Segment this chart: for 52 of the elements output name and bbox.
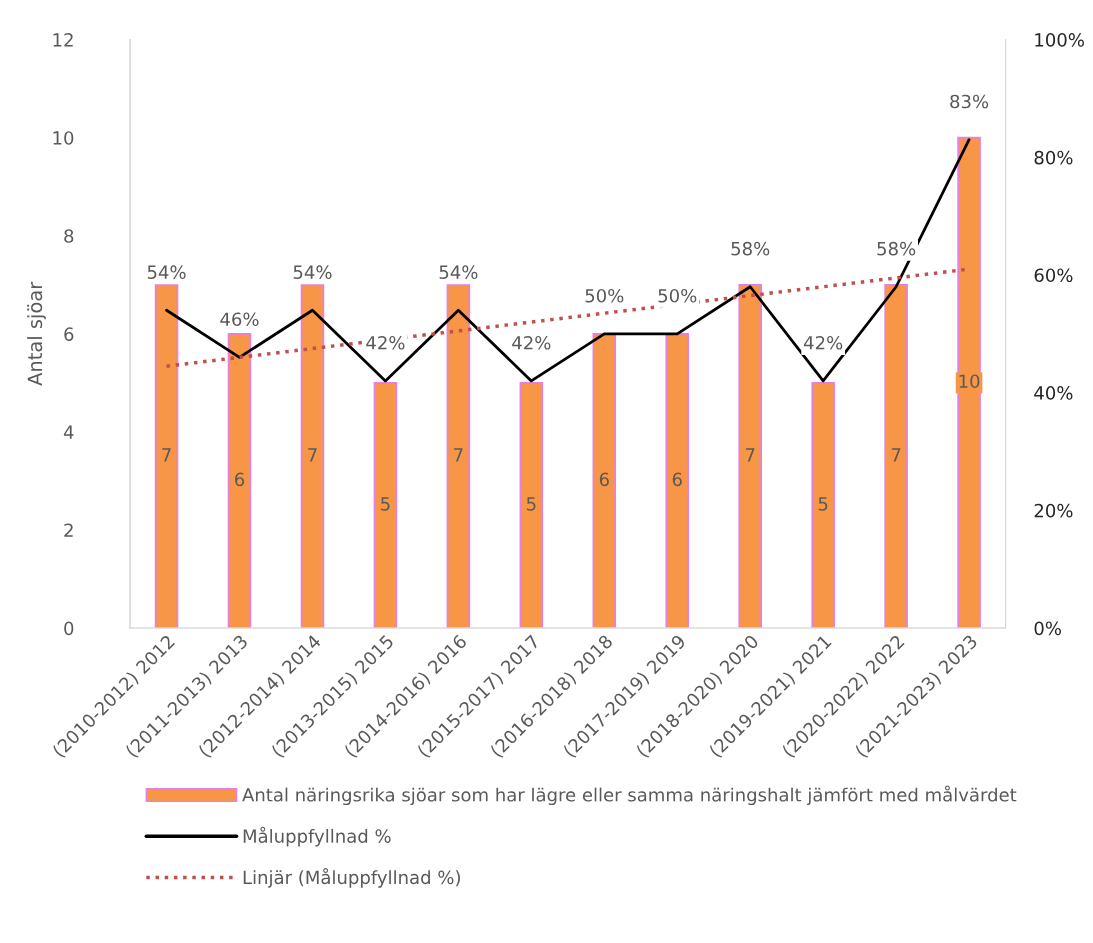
bar xyxy=(592,332,617,629)
data-label: 50% xyxy=(585,288,624,303)
bar xyxy=(884,283,908,629)
y-tick-label: 2 xyxy=(64,523,73,537)
bar xyxy=(519,382,544,629)
legend-label: Antal näringsrika sjöar som har lägre eller samma näringshalt jämfört med målvärdet xyxy=(242,785,1017,806)
data-label: 42% xyxy=(803,335,843,350)
y-tick-label: 6 xyxy=(64,327,74,341)
bar xyxy=(957,136,981,629)
data-label: 5 xyxy=(526,497,536,511)
bar xyxy=(811,382,835,629)
bar xyxy=(373,382,398,629)
data-label: 42% xyxy=(366,335,405,350)
data-label: 58% xyxy=(877,241,916,256)
data-label: 7 xyxy=(162,448,171,462)
data-label: 7 xyxy=(891,448,901,462)
y-tick-label: 0 xyxy=(64,621,74,636)
y-axis-title: Antal sjöar xyxy=(27,281,46,386)
data-label: 6 xyxy=(235,472,245,487)
data-label: 5 xyxy=(818,497,828,511)
bar xyxy=(738,283,762,629)
y-tick-label: 8 xyxy=(64,229,74,243)
data-label: 54% xyxy=(293,265,332,280)
legend-label: Linjär (Måluppfyllnad %) xyxy=(243,868,460,888)
data-label: 6 xyxy=(599,472,609,487)
y2-tick-label: 20% xyxy=(1034,503,1073,518)
y2-tick-label: 0% xyxy=(1034,621,1061,636)
data-label: 58% xyxy=(731,241,770,256)
data-label: 46% xyxy=(220,312,259,327)
bar xyxy=(665,332,690,629)
data-label: 42% xyxy=(512,335,551,350)
data-label: 7 xyxy=(454,448,463,462)
y-tick-label: 12 xyxy=(53,33,73,47)
bar xyxy=(446,283,471,629)
y-tick-label: 4 xyxy=(63,425,74,439)
y-tick-label: 10 xyxy=(53,131,74,145)
data-label: 6 xyxy=(672,472,682,487)
data-label: 5 xyxy=(381,497,390,511)
y2-tick-label: 40% xyxy=(1034,386,1073,400)
y2-tick-label: 60% xyxy=(1034,268,1073,283)
y2-tick-label: 100% xyxy=(1035,33,1084,47)
data-label: 50% xyxy=(658,288,697,303)
data-label: 54% xyxy=(147,265,186,280)
data-label: 83% xyxy=(950,94,989,109)
data-label: 7 xyxy=(308,448,317,462)
data-label: 10 xyxy=(959,374,980,389)
legend-label: Måluppfyllnad % xyxy=(243,826,391,847)
bar xyxy=(300,283,325,629)
bar xyxy=(154,283,179,629)
data-label: 54% xyxy=(439,265,478,280)
y2-tick-label: 80% xyxy=(1034,150,1073,165)
data-label: 7 xyxy=(745,448,755,462)
